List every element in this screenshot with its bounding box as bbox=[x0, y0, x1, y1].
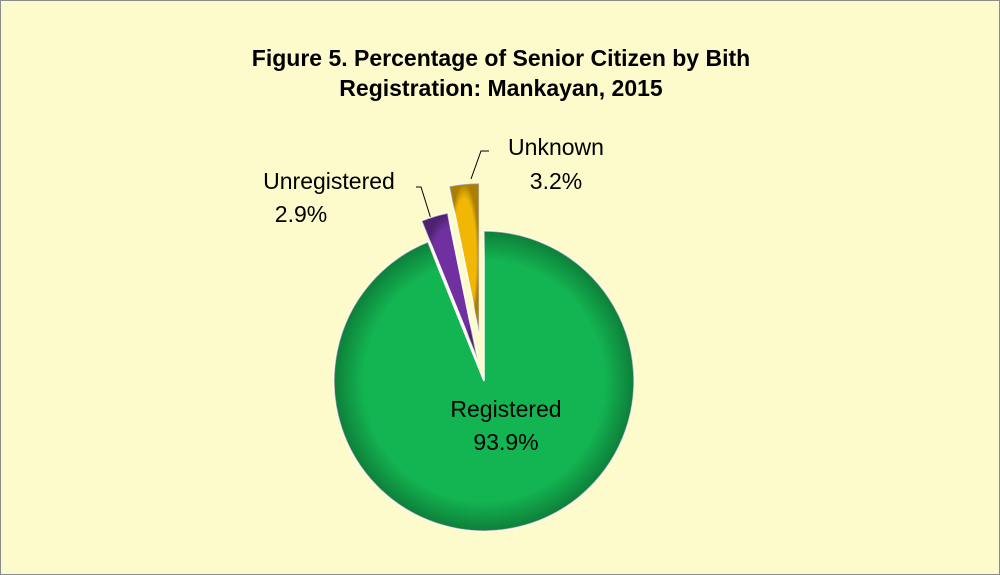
slice-label: Registered bbox=[450, 396, 561, 422]
chart-title: Figure 5. Percentage of Senior Citizen b… bbox=[251, 45, 751, 101]
leader-line bbox=[470, 150, 489, 180]
slice-value: 3.2% bbox=[530, 168, 582, 194]
pie-slice bbox=[333, 230, 635, 532]
slice-value: 2.9% bbox=[275, 201, 327, 227]
slice-label: Unknown bbox=[508, 134, 604, 160]
slice-value: 93.9% bbox=[473, 429, 538, 455]
slice-label: Unregistered bbox=[263, 168, 395, 194]
leader-line bbox=[416, 186, 432, 220]
